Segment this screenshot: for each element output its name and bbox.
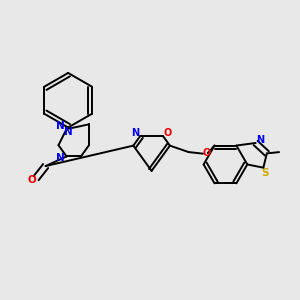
Text: N: N (256, 135, 264, 145)
Text: S: S (261, 168, 269, 178)
Text: O: O (203, 148, 211, 158)
Text: N: N (56, 121, 65, 131)
Text: O: O (28, 175, 37, 185)
Text: N: N (131, 128, 140, 138)
Text: O: O (164, 128, 172, 138)
Text: N: N (56, 153, 64, 163)
Text: N: N (64, 127, 73, 137)
